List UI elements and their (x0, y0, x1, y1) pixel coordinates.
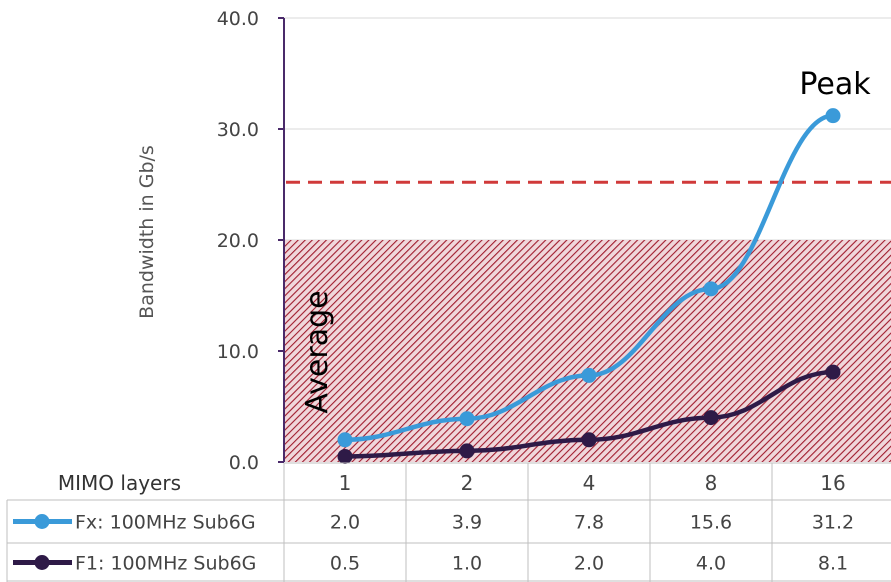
peak-label: Peak (799, 67, 871, 102)
data-point (581, 432, 597, 448)
data-point (703, 281, 719, 297)
legend-marker (34, 514, 50, 529)
category-label: 8 (705, 471, 718, 495)
y-tick-label: 20.0 (217, 230, 259, 252)
series-lines (337, 108, 841, 464)
data-point (825, 108, 841, 124)
y-tick-label: 30.0 (217, 119, 259, 141)
y-ticks: 0.0 10.0 20.0 30.0 40.0 (217, 8, 284, 474)
table-cell: 3.9 (452, 512, 482, 534)
series-line-1 (344, 113, 834, 443)
y-axis-label: Bandwidth in Gb/s (136, 145, 158, 319)
category-label: 1 (339, 471, 352, 495)
category-label: 2 (461, 471, 474, 495)
category-label: 16 (820, 471, 845, 495)
average-label: Average (300, 290, 335, 413)
legend-label: Fx: 100MHz Sub6G (75, 512, 256, 534)
data-point (459, 443, 475, 459)
data-point (581, 367, 597, 383)
table-cell: 2.0 (574, 553, 604, 575)
y-tick-label: 40.0 (217, 8, 259, 30)
x-axis-label: MIMO layers (58, 471, 181, 495)
table-cell: 15.6 (690, 512, 732, 534)
data-point (337, 448, 353, 464)
data-table: 1 2 4 8 16 Fx: 100MHz Sub6G 2.0 3.9 7.8 15.6 31.2 F… (6, 462, 891, 582)
legend-marker (34, 555, 50, 570)
table-cell: 2.0 (330, 512, 360, 534)
table-cell: 7.8 (574, 512, 604, 534)
data-point (459, 411, 475, 427)
table-cell: 31.2 (812, 512, 854, 534)
data-point (825, 364, 841, 380)
table-cell: 1.0 (452, 553, 482, 575)
y-tick-label: 10.0 (217, 341, 259, 363)
y-tick-label: 0.0 (229, 452, 259, 474)
table-cell: 0.5 (330, 553, 360, 575)
data-point (337, 432, 353, 448)
legend-label: F1: 100MHz Sub6G (75, 553, 256, 575)
average-band (285, 240, 891, 462)
table-cell: 8.1 (818, 553, 848, 575)
category-label: 4 (583, 471, 596, 495)
data-point (703, 410, 719, 426)
table-cell: 4.0 (696, 553, 726, 575)
